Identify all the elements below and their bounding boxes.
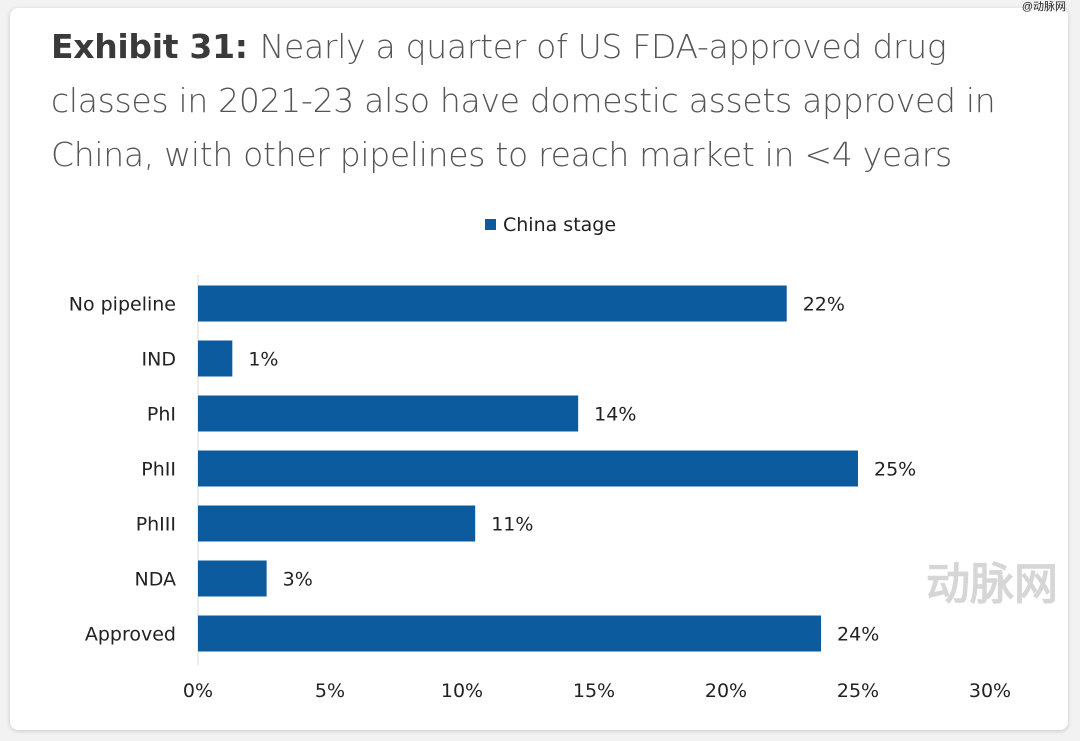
exhibit-title: Exhibit 31: Nearly a quarter of US FDA-ap… [51,20,1051,182]
data-label: 1% [248,349,278,371]
bar [198,615,822,652]
data-label: 25% [874,459,916,481]
exhibit-label: Exhibit 31: [51,27,248,66]
bar [198,285,787,322]
data-label: 14% [594,404,636,426]
data-label: 24% [837,624,879,646]
category-label: Approved [85,624,176,646]
category-label: NDA [134,569,176,591]
bar [198,560,267,597]
category-label: PhIII [136,514,176,536]
category-label: PhI [147,404,176,426]
bar [198,340,233,377]
exhibit-text: Nearly a quarter of US FDA-approved drug… [51,27,996,174]
x-tick-label: 15% [573,680,615,702]
data-label: 22% [803,294,845,316]
x-tick-label: 0% [183,680,213,702]
watermark-logo: 动脉网 [926,560,1058,609]
x-tick-label: 5% [315,680,345,702]
legend-label: China stage [503,214,616,236]
x-tick-label: 20% [705,680,747,702]
category-label: No pipeline [69,294,176,316]
category-label: PhII [141,459,176,481]
bar [198,505,476,542]
watermark-top: @动脉网 [1021,1,1066,13]
x-tick-label: 30% [969,680,1011,702]
legend-swatch [485,219,496,230]
x-tick-label: 25% [837,680,879,702]
data-label: 11% [491,514,533,536]
bar [198,450,858,487]
data-label: 3% [283,569,313,591]
chart-card [10,8,1068,730]
bar [198,395,579,432]
category-label: IND [142,349,176,371]
x-tick-label: 10% [441,680,483,702]
